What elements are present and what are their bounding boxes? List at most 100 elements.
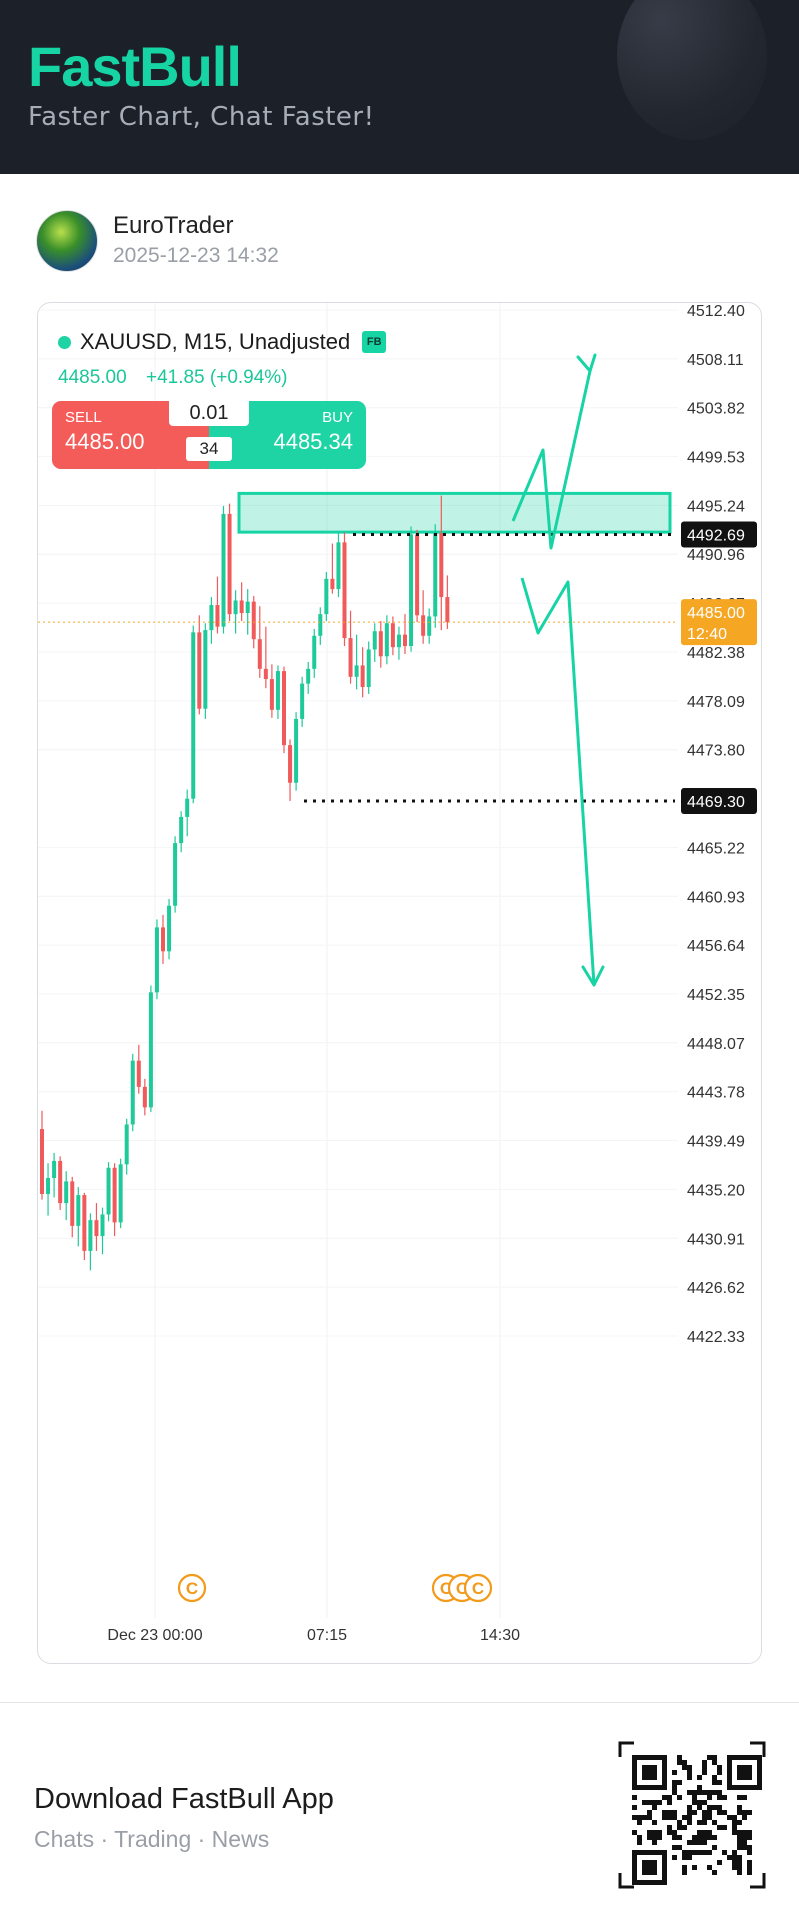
candle-body[interactable]: [324, 578, 329, 615]
event-marker-label: C: [186, 1579, 198, 1598]
author-name[interactable]: EuroTrader: [113, 212, 234, 239]
candle-body[interactable]: [185, 798, 190, 817]
candle-body[interactable]: [130, 1060, 135, 1125]
candle-body[interactable]: [70, 1181, 75, 1226]
candle-body[interactable]: [403, 634, 407, 647]
chart-card[interactable]: 4512.40 4508.11 4503.82 4499.53 4495.24 4490.…: [37, 302, 762, 1664]
qr-module: [687, 1840, 692, 1845]
candle-body[interactable]: [112, 1167, 117, 1223]
qr-module: [742, 1830, 747, 1835]
candle-body[interactable]: [46, 1178, 51, 1194]
qr-module: [732, 1825, 737, 1830]
candle-body[interactable]: [118, 1164, 123, 1223]
qr-module: [722, 1795, 727, 1800]
qr-code-icon[interactable]: [618, 1741, 766, 1889]
qr-module: [702, 1800, 707, 1805]
candle-body[interactable]: [245, 601, 250, 614]
candle-body[interactable]: [378, 631, 383, 657]
candle-body[interactable]: [197, 632, 202, 709]
candle-body[interactable]: [203, 630, 208, 709]
candle-body[interactable]: [390, 623, 395, 648]
candle-body[interactable]: [167, 905, 172, 952]
candle-body[interactable]: [288, 745, 293, 783]
candle-body[interactable]: [233, 600, 238, 615]
qr-module: [707, 1835, 712, 1840]
candle-body[interactable]: [191, 632, 196, 799]
bearish-path-arrow[interactable]: [520, 577, 596, 986]
candle-body[interactable]: [161, 927, 165, 952]
candle-body[interactable]: [282, 671, 286, 746]
candle-body[interactable]: [396, 634, 401, 648]
candle-body[interactable]: [312, 635, 317, 669]
candle-body[interactable]: [173, 843, 178, 906]
candle-body[interactable]: [336, 542, 341, 590]
candle-body[interactable]: [76, 1195, 81, 1226]
candle-body[interactable]: [215, 605, 220, 627]
candle-body[interactable]: [251, 601, 256, 640]
candle-body[interactable]: [227, 513, 232, 615]
candle-body[interactable]: [257, 639, 262, 669]
candle-body[interactable]: [100, 1214, 105, 1237]
candle-body[interactable]: [342, 542, 347, 639]
candle-body[interactable]: [415, 534, 420, 616]
candle-body[interactable]: [409, 534, 414, 647]
candlestick-chart[interactable]: 4512.40 4508.11 4503.82 4499.53 4495.24 4490.…: [38, 303, 762, 1664]
resistance-zone[interactable]: [237, 491, 672, 534]
candle-body[interactable]: [354, 665, 359, 677]
candle-body[interactable]: [275, 671, 280, 710]
candle-body[interactable]: [427, 616, 432, 636]
qr-module: [697, 1775, 702, 1780]
candle-body[interactable]: [142, 1086, 147, 1108]
candle-body[interactable]: [384, 623, 389, 657]
price-change: +41.85 (+0.94%): [145, 367, 288, 388]
candle-body[interactable]: [263, 668, 268, 680]
candle-body[interactable]: [136, 1060, 141, 1087]
qr-module: [737, 1820, 742, 1825]
candle-body[interactable]: [306, 668, 311, 684]
candle-body[interactable]: [239, 600, 244, 614]
qr-module: [747, 1865, 752, 1870]
candle-body[interactable]: [421, 615, 426, 636]
qr-module: [747, 1845, 752, 1850]
qr-module: [707, 1830, 712, 1835]
app-logo: FastBull: [28, 35, 242, 98]
candle-body[interactable]: [82, 1195, 87, 1251]
candle-body[interactable]: [330, 578, 335, 590]
candle-body[interactable]: [439, 533, 444, 598]
download-title[interactable]: Download FastBull App: [34, 1783, 334, 1815]
qr-module: [707, 1815, 712, 1820]
candle-body[interactable]: [148, 992, 153, 1108]
candle-body[interactable]: [52, 1160, 57, 1179]
qr-module: [672, 1830, 677, 1835]
qr-module: [702, 1850, 707, 1855]
candle-body[interactable]: [154, 927, 159, 993]
candle-body[interactable]: [64, 1181, 69, 1204]
event-marker-icon[interactable]: [177, 1573, 207, 1603]
candle-body[interactable]: [209, 605, 214, 631]
candle-body[interactable]: [221, 513, 226, 627]
candle-body[interactable]: [94, 1220, 99, 1237]
candle-body[interactable]: [88, 1220, 93, 1251]
qr-module: [707, 1805, 712, 1810]
candle-body[interactable]: [348, 638, 353, 677]
candle-body[interactable]: [433, 533, 438, 617]
candle-body[interactable]: [445, 597, 450, 623]
bullish-path-arrow[interactable]: [511, 370, 592, 550]
candle-body[interactable]: [179, 816, 184, 844]
qr-module: [712, 1775, 717, 1780]
candle-body[interactable]: [360, 665, 365, 688]
candle-body[interactable]: [366, 649, 371, 688]
candle-body[interactable]: [300, 683, 305, 719]
candle-body[interactable]: [58, 1160, 63, 1204]
candle-body[interactable]: [106, 1167, 111, 1215]
candle-body[interactable]: [124, 1124, 129, 1165]
lot-size-input[interactable]: 0.01: [169, 401, 249, 426]
candle-body[interactable]: [372, 631, 377, 650]
candle-body[interactable]: [269, 679, 274, 710]
candle-body[interactable]: [294, 718, 299, 783]
qr-module: [707, 1755, 712, 1760]
candle-body[interactable]: [40, 1129, 44, 1194]
candle-body[interactable]: [318, 614, 323, 636]
event-marker-icon[interactable]: [463, 1573, 493, 1603]
avatar[interactable]: [36, 210, 98, 272]
